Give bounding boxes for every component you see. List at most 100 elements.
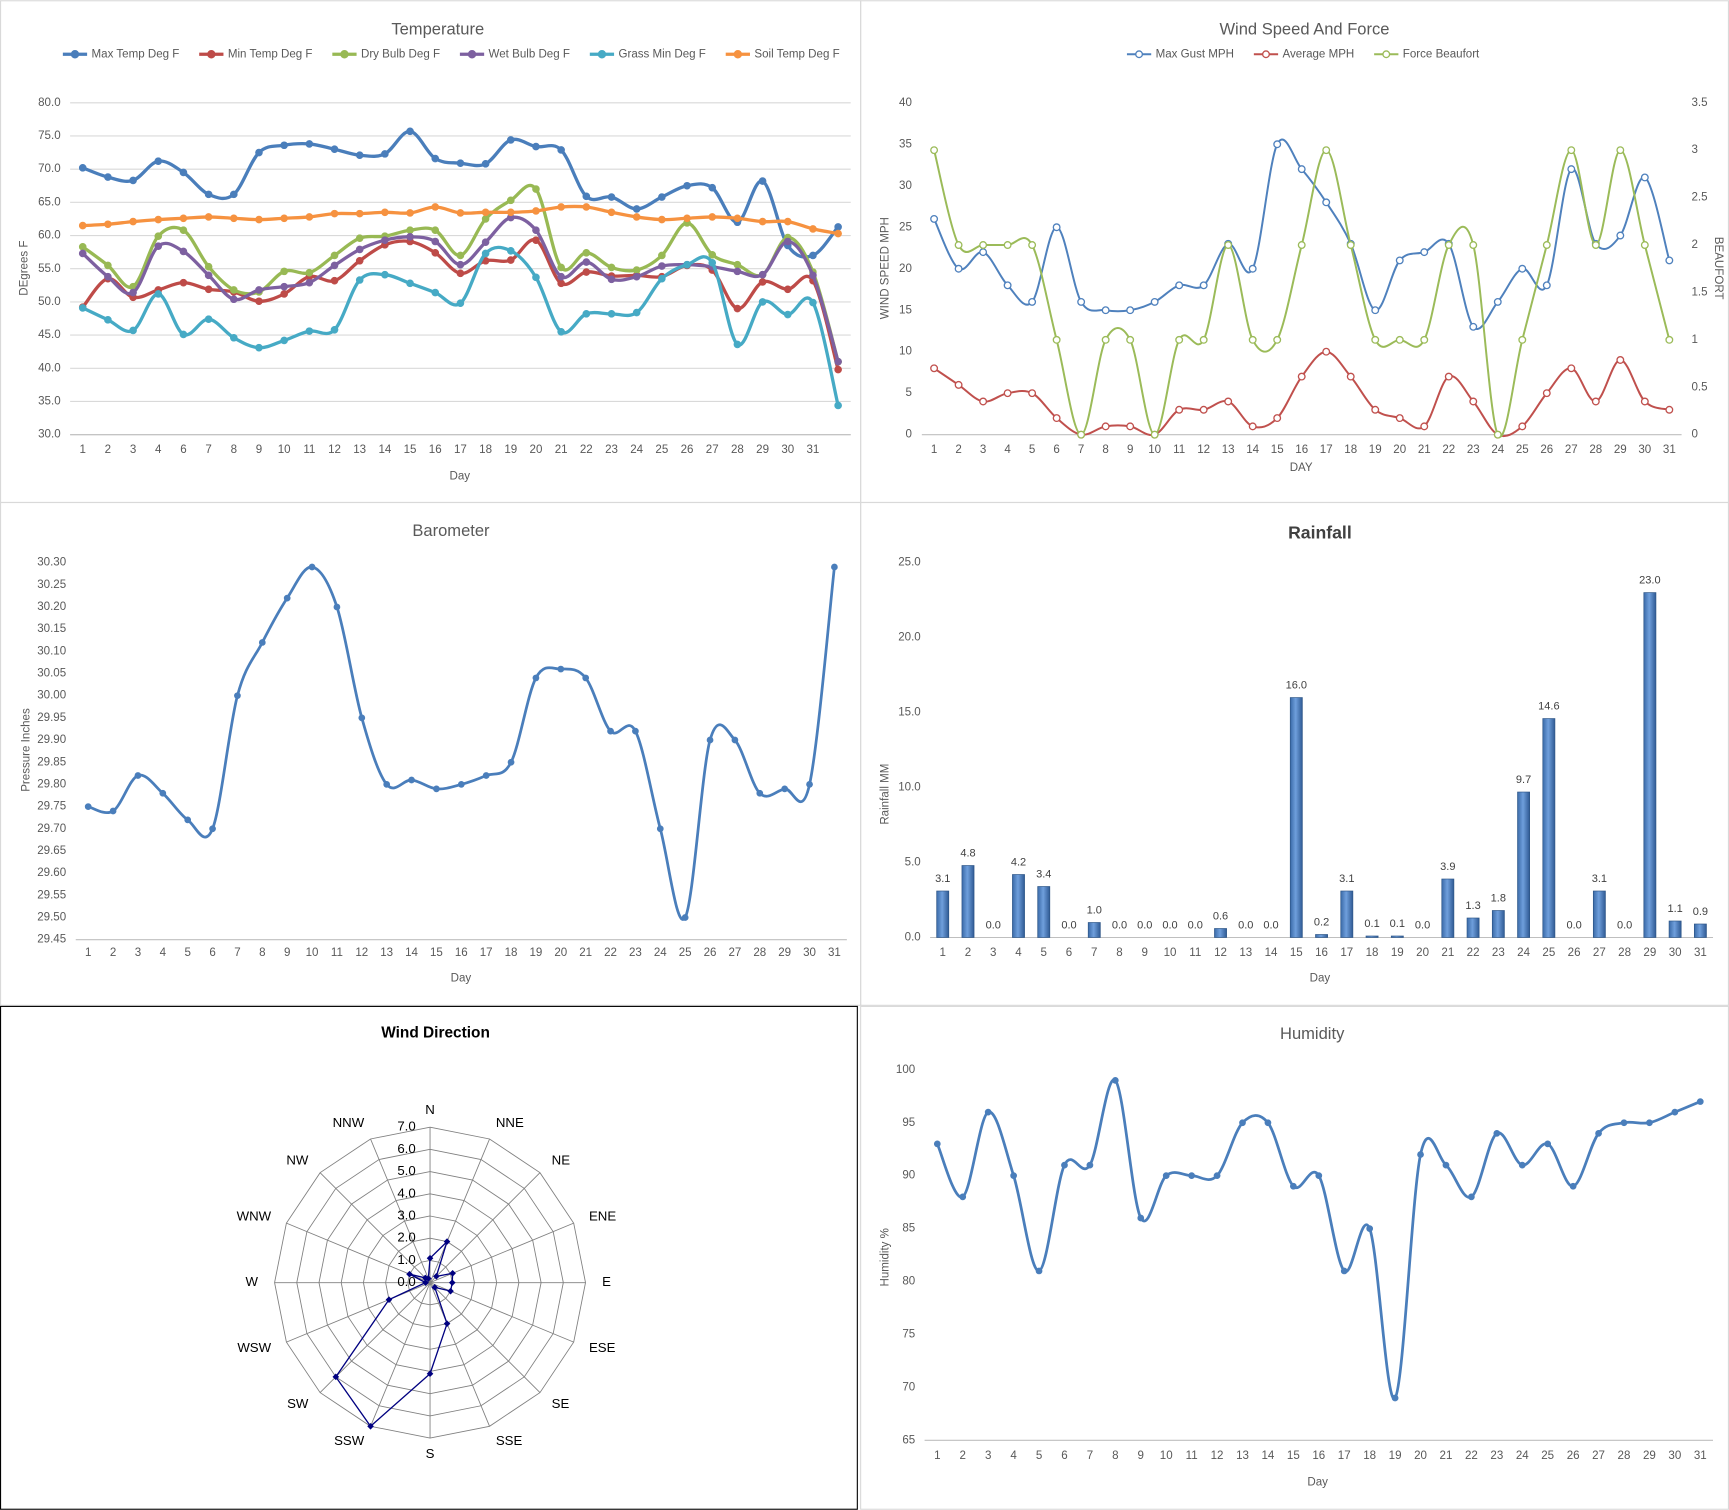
x-tick-label: 25 (1542, 947, 1555, 959)
point (582, 203, 591, 211)
y-tick-label: 29.60 (37, 867, 66, 879)
point (443, 1320, 451, 1327)
line (933, 149, 1671, 438)
y-tick-label: 15 (899, 304, 912, 316)
data-label: 1.0 (1087, 904, 1102, 916)
x-tick-label: 26 (681, 444, 694, 456)
point (84, 803, 92, 810)
point (1493, 297, 1502, 306)
point (229, 333, 238, 342)
x-tick-label: 13 (1236, 1450, 1249, 1462)
point (332, 1373, 340, 1381)
y-tick-label: 75.0 (38, 130, 61, 142)
point (1175, 281, 1184, 290)
r-tick-label: 7.0 (397, 1119, 415, 1134)
y-tick-label: 20 (899, 263, 912, 275)
point (1616, 146, 1625, 155)
point (1646, 1119, 1653, 1127)
x-tick-label: 5 (1041, 947, 1047, 959)
point (1371, 306, 1380, 315)
x-tick-label: 18 (1366, 947, 1379, 959)
legend-marker (1382, 50, 1391, 59)
point (632, 727, 639, 735)
point (1395, 256, 1404, 265)
y-tick-label: 29.55 (37, 889, 66, 901)
point (658, 215, 666, 224)
point (632, 213, 641, 221)
category-label: SE (552, 1396, 570, 1411)
point (708, 213, 717, 221)
point (1591, 241, 1600, 249)
panel-border (860, 1005, 1729, 1510)
y-tick-label: 29.75 (37, 801, 66, 813)
point (78, 304, 87, 312)
bar (1214, 928, 1227, 938)
point (422, 1279, 429, 1286)
data-label: 23.0 (1639, 574, 1660, 586)
point (656, 825, 664, 833)
x-tick-label: 19 (1369, 444, 1382, 456)
point (1111, 1077, 1119, 1084)
x-tick-label: 20 (530, 444, 543, 456)
x-tick-label: 22 (1442, 444, 1455, 456)
x-tick-label: 15 (430, 947, 443, 959)
data-label: 0.0 (1617, 919, 1632, 931)
point (1366, 1225, 1374, 1232)
point (1544, 1140, 1552, 1148)
point (607, 310, 616, 318)
bar (1037, 886, 1051, 938)
point (658, 274, 666, 283)
legend-label: Wet Bulb Deg F (489, 48, 570, 60)
y-tick-label: 35 (899, 138, 912, 150)
category-label: SSW (334, 1433, 365, 1448)
point (831, 563, 838, 571)
point (607, 263, 616, 272)
point (758, 278, 767, 286)
x-tick-label: 1 (80, 444, 86, 456)
x-tick-label: 28 (1618, 947, 1631, 959)
x-tick-label: 18 (479, 444, 492, 456)
point (930, 214, 939, 223)
x-tick-label: 29 (756, 444, 769, 456)
y-tick-label: 45.0 (38, 329, 61, 341)
point (809, 298, 817, 307)
y-axis-label: WIND SPEED MPH (880, 217, 892, 319)
point (1028, 389, 1037, 398)
point (355, 234, 364, 242)
data-label: 0.0 (1188, 919, 1203, 931)
point (954, 241, 963, 249)
point (1061, 1161, 1068, 1169)
point (532, 185, 540, 193)
x-tick-label: 2 (960, 1450, 966, 1462)
x-tick-label: 31 (1663, 444, 1676, 456)
x-tick-label: 31 (807, 444, 820, 456)
x-tick-label: 27 (1592, 1450, 1605, 1462)
point (1297, 372, 1306, 381)
point (708, 250, 717, 259)
spoke (370, 1282, 431, 1427)
point (154, 242, 163, 250)
point (255, 215, 263, 224)
point (381, 236, 389, 244)
point (1248, 422, 1257, 431)
point (1150, 430, 1159, 439)
y-axis-label: Pressure Inches (21, 708, 33, 792)
point (1003, 281, 1012, 290)
x-tick-label: 14 (1265, 947, 1278, 959)
x-tick-label: 5 (1029, 444, 1035, 456)
point (443, 1238, 451, 1245)
x-tick-label: 26 (704, 947, 717, 959)
x-tick-label: 9 (284, 947, 290, 959)
point (1417, 1151, 1424, 1158)
x-tick-label: 2 (110, 947, 116, 959)
category-label: SSE (496, 1433, 523, 1448)
point (255, 148, 263, 157)
point (607, 208, 616, 217)
x-tick-label: 26 (1567, 1450, 1580, 1462)
x-tick-label: 30 (1668, 1450, 1681, 1462)
y-tick-label: 30.10 (37, 645, 66, 657)
point (979, 397, 988, 406)
x-tick-label: 2 (105, 444, 111, 456)
x-tick-label: 10 (306, 947, 319, 959)
x-axis-label: Day (450, 471, 471, 483)
